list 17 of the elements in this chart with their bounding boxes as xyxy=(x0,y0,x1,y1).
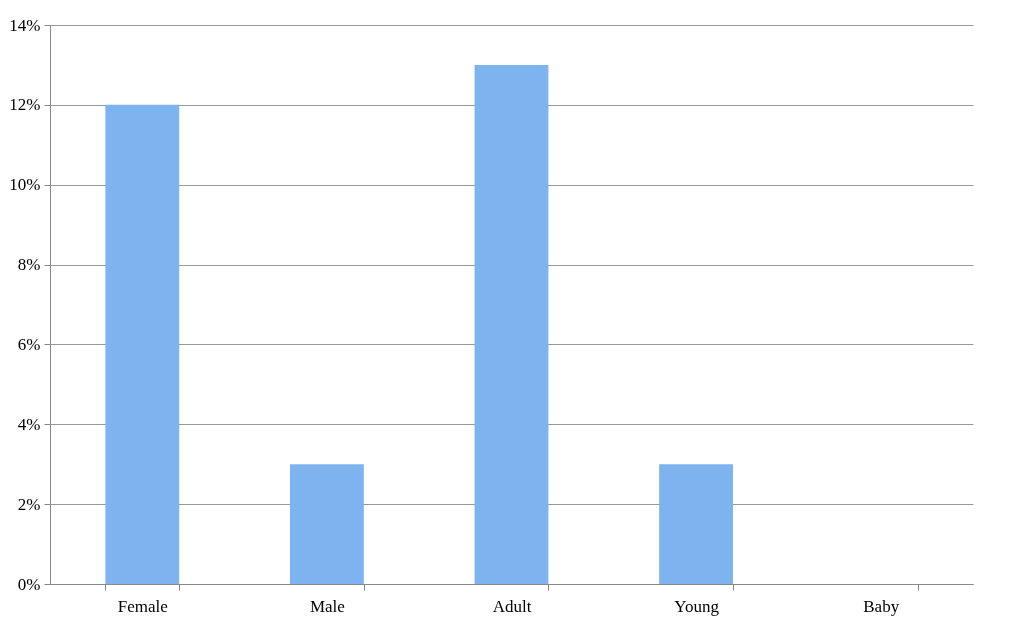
x-tick-label: Female xyxy=(117,596,168,616)
x-tick-label: Adult xyxy=(492,596,532,616)
y-tick-label: 10% xyxy=(9,175,41,195)
y-tick-label: 14% xyxy=(9,15,41,35)
y-tick-label: 12% xyxy=(9,95,41,115)
x-tick-label: Baby xyxy=(863,596,900,616)
y-tick-label: 6% xyxy=(17,334,41,354)
x-tick-label: Young xyxy=(674,596,720,616)
y-tick-label: 0% xyxy=(17,574,41,594)
bar xyxy=(105,104,180,584)
bar xyxy=(474,64,549,584)
bar xyxy=(289,464,364,584)
bar xyxy=(659,464,734,584)
x-tick-label: Male xyxy=(309,596,345,616)
y-tick-label: 8% xyxy=(17,255,41,275)
y-tick-label: 2% xyxy=(17,494,41,514)
y-tick-label: 4% xyxy=(17,414,41,434)
